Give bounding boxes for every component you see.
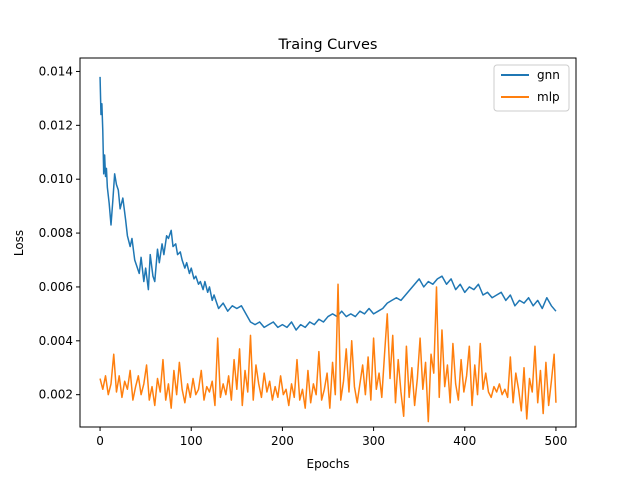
series-layer [99,76,557,423]
x-tick-label: 400 [453,434,476,448]
legend-label-gnn: gnn [537,68,560,82]
y-axis-ticks: 0.002 0.004 0.006 0.008 0.010 0.012 0.014 [39,64,80,402]
x-axis-label: Epochs [307,457,350,471]
legend-label-mlp: mlp [537,90,560,104]
x-axis-ticks: 0 100 200 300 400 500 [96,427,567,448]
y-tick-label: 0.008 [39,226,73,240]
y-tick-label: 0.002 [39,388,73,402]
y-tick-label: 0.004 [39,334,73,348]
x-tick-label: 500 [544,434,567,448]
x-tick-label: 0 [96,434,104,448]
y-axis-label: Loss [12,230,26,256]
y-tick-label: 0.012 [39,118,73,132]
series-line-gnn [99,76,557,331]
y-tick-label: 0.014 [39,64,73,78]
plot-frame [79,57,577,428]
x-tick-label: 100 [180,434,203,448]
series-line-mlp [99,283,557,423]
y-tick-label: 0.006 [39,280,73,294]
legend-box [493,64,570,112]
x-tick-label: 200 [271,434,294,448]
chart-title: Traing Curves [278,37,378,53]
legend: gnn mlp [493,64,570,112]
x-tick-label: 300 [362,434,385,448]
y-tick-label: 0.010 [39,172,73,186]
